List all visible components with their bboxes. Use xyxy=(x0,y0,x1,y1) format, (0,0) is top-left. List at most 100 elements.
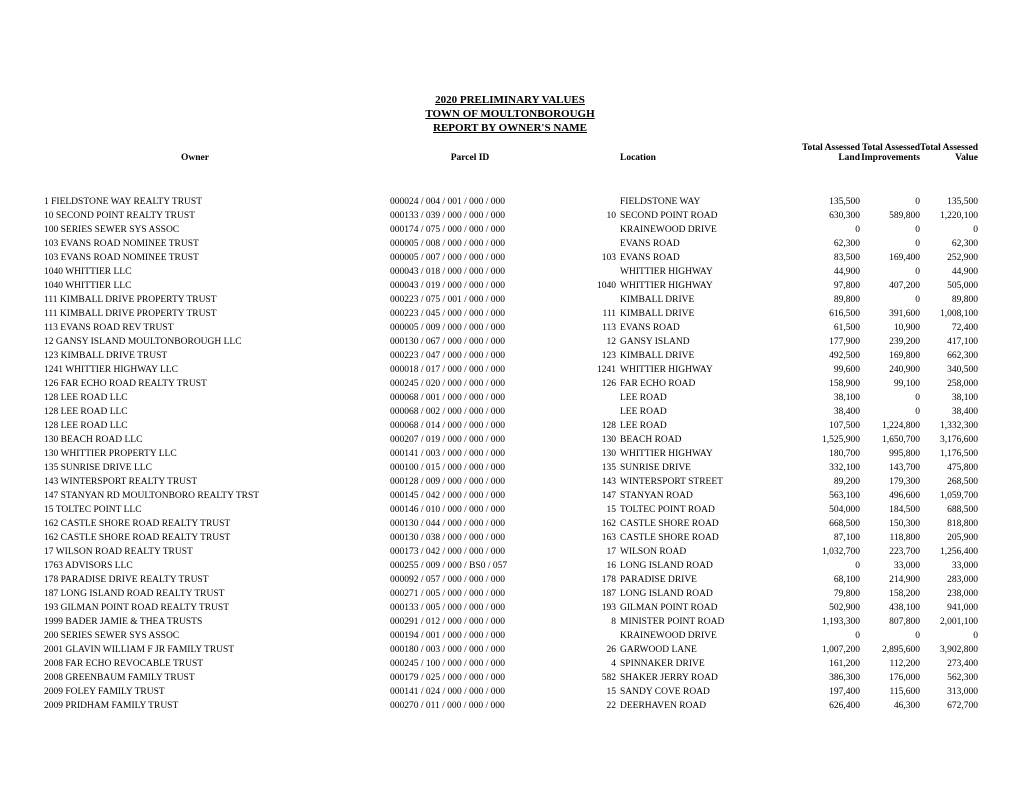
cell-value: 1,176,500 xyxy=(920,447,978,461)
table-row: 178 PARADISE DRIVE REALTY TRUST000092 / … xyxy=(0,573,1020,587)
cell-land: 626,400 xyxy=(780,699,860,713)
cell-parcel: 000145 / 042 / 000 / 000 / 000 xyxy=(390,489,550,503)
cell-owner: 15 TOLTEC POINT LLC xyxy=(0,503,390,517)
cell-locnum: 26 xyxy=(550,643,620,657)
cell-locnum: 193 xyxy=(550,601,620,615)
cell-locname: SHAKER JERRY ROAD xyxy=(620,671,780,685)
cell-locnum: 178 xyxy=(550,573,620,587)
cell-parcel: 000005 / 008 / 000 / 000 / 000 xyxy=(390,237,550,251)
cell-land: 89,800 xyxy=(780,293,860,307)
cell-locname: WHITTIER HIGHWAY xyxy=(620,265,780,279)
table-row: 128 LEE ROAD LLC000068 / 001 / 000 / 000… xyxy=(0,391,1020,405)
cell-value: 44,900 xyxy=(920,265,978,279)
table-row: 126 FAR ECHO ROAD REALTY TRUST000245 / 0… xyxy=(0,377,1020,391)
table-row: 12 GANSY ISLAND MOULTONBOROUGH LLC000130… xyxy=(0,335,1020,349)
cell-impr: 0 xyxy=(860,237,920,251)
cell-parcel: 000245 / 100 / 000 / 000 / 000 xyxy=(390,657,550,671)
cell-owner: 135 SUNRISE DRIVE LLC xyxy=(0,461,390,475)
table-row: 113 EVANS ROAD REV TRUST000005 / 009 / 0… xyxy=(0,321,1020,335)
cell-owner: 1999 BADER JAMIE & THEA TRUSTS xyxy=(0,615,390,629)
cell-locname: CASTLE SHORE ROAD xyxy=(620,531,780,545)
table-row: 128 LEE ROAD LLC000068 / 002 / 000 / 000… xyxy=(0,405,1020,419)
cell-locname: SECOND POINT ROAD xyxy=(620,209,780,223)
report-table-body: 1 FIELDSTONE WAY REALTY TRUST000024 / 00… xyxy=(0,195,1020,713)
table-row: 1040 WHITTIER LLC000043 / 018 / 000 / 00… xyxy=(0,265,1020,279)
cell-land: 0 xyxy=(780,559,860,573)
cell-impr: 0 xyxy=(860,405,920,419)
cell-impr: 150,300 xyxy=(860,517,920,531)
cell-value: 89,800 xyxy=(920,293,978,307)
cell-impr: 407,200 xyxy=(860,279,920,293)
cell-impr: 589,800 xyxy=(860,209,920,223)
cell-owner: 1040 WHITTIER LLC xyxy=(0,279,390,293)
cell-land: 197,400 xyxy=(780,685,860,699)
cell-parcel: 000291 / 012 / 000 / 000 / 000 xyxy=(390,615,550,629)
cell-parcel: 000024 / 004 / 001 / 000 / 000 xyxy=(390,195,550,209)
table-row: 2008 GREENBAUM FAMILY TRUST000179 / 025 … xyxy=(0,671,1020,685)
cell-locname: KRAINEWOOD DRIVE xyxy=(620,629,780,643)
cell-parcel: 000068 / 001 / 000 / 000 / 000 xyxy=(390,391,550,405)
cell-locname: EVANS ROAD xyxy=(620,321,780,335)
table-row: 123 KIMBALL DRIVE TRUST000223 / 047 / 00… xyxy=(0,349,1020,363)
cell-impr: 112,200 xyxy=(860,657,920,671)
cell-impr: 807,800 xyxy=(860,615,920,629)
cell-locnum: 12 xyxy=(550,335,620,349)
table-row: 130 BEACH ROAD LLC000207 / 019 / 000 / 0… xyxy=(0,433,1020,447)
cell-land: 161,200 xyxy=(780,657,860,671)
cell-locnum: 8 xyxy=(550,615,620,629)
table-row: 143 WINTERSPORT REALTY TRUST000128 / 009… xyxy=(0,475,1020,489)
cell-parcel: 000092 / 057 / 000 / 000 / 000 xyxy=(390,573,550,587)
cell-owner: 162 CASTLE SHORE ROAD REALTY TRUST xyxy=(0,517,390,531)
cell-value: 1,256,400 xyxy=(920,545,978,559)
cell-locnum: 123 xyxy=(550,349,620,363)
cell-owner: 1 FIELDSTONE WAY REALTY TRUST xyxy=(0,195,390,209)
header-line-2: TOWN OF MOULTONBOROUGH xyxy=(0,108,1020,122)
table-row: 162 CASTLE SHORE ROAD REALTY TRUST000130… xyxy=(0,517,1020,531)
cell-locname: GANSY ISLAND xyxy=(620,335,780,349)
table-row: 128 LEE ROAD LLC000068 / 014 / 000 / 000… xyxy=(0,419,1020,433)
cell-locname: LEE ROAD xyxy=(620,391,780,405)
cell-value: 1,059,700 xyxy=(920,489,978,503)
cell-impr: 115,600 xyxy=(860,685,920,699)
table-row: 10 SECOND POINT REALTY TRUST000133 / 039… xyxy=(0,209,1020,223)
cell-locnum: 162 xyxy=(550,517,620,531)
cell-value: 475,800 xyxy=(920,461,978,475)
cell-locnum: 582 xyxy=(550,671,620,685)
cell-land: 1,007,200 xyxy=(780,643,860,657)
table-row: 2001 GLAVIN WILLIAM F JR FAMILY TRUST000… xyxy=(0,643,1020,657)
cell-impr: 158,200 xyxy=(860,587,920,601)
column-headers: Total Assessed Total Assessed Total Asse… xyxy=(0,143,1020,163)
cell-impr: 2,895,600 xyxy=(860,643,920,657)
cell-locname: EVANS ROAD xyxy=(620,251,780,265)
table-row: 135 SUNRISE DRIVE LLC000100 / 015 / 000 … xyxy=(0,461,1020,475)
cell-locname: WINTERSPORT STREET xyxy=(620,475,780,489)
table-row: 162 CASTLE SHORE ROAD REALTY TRUST000130… xyxy=(0,531,1020,545)
cell-impr: 169,800 xyxy=(860,349,920,363)
cell-owner: 2008 GREENBAUM FAMILY TRUST xyxy=(0,671,390,685)
cell-owner: 147 STANYAN RD MOULTONBORO REALTY TRST xyxy=(0,489,390,503)
table-row: 2009 PRIDHAM FAMILY TRUST000270 / 011 / … xyxy=(0,699,1020,713)
cell-impr: 391,600 xyxy=(860,307,920,321)
cell-land: 135,500 xyxy=(780,195,860,209)
table-row: 111 KIMBALL DRIVE PROPERTY TRUST000223 /… xyxy=(0,293,1020,307)
table-row: 2009 FOLEY FAMILY TRUST000141 / 024 / 00… xyxy=(0,685,1020,699)
cell-locnum: 111 xyxy=(550,307,620,321)
cell-locname: KIMBALL DRIVE xyxy=(620,293,780,307)
cell-value: 0 xyxy=(920,629,978,643)
cell-owner: 12 GANSY ISLAND MOULTONBOROUGH LLC xyxy=(0,335,390,349)
cell-land: 504,000 xyxy=(780,503,860,517)
col-location: Location xyxy=(620,153,780,163)
cell-value: 33,000 xyxy=(920,559,978,573)
cell-locname: KIMBALL DRIVE xyxy=(620,307,780,321)
cell-value: 688,500 xyxy=(920,503,978,517)
cell-land: 1,193,300 xyxy=(780,615,860,629)
cell-owner: 2001 GLAVIN WILLIAM F JR FAMILY TRUST xyxy=(0,643,390,657)
cell-locnum: 17 xyxy=(550,545,620,559)
cell-parcel: 000180 / 003 / 000 / 000 / 000 xyxy=(390,643,550,657)
cell-impr: 214,900 xyxy=(860,573,920,587)
col-value: Value xyxy=(920,153,978,163)
cell-owner: 1040 WHITTIER LLC xyxy=(0,265,390,279)
cell-locnum: 143 xyxy=(550,475,620,489)
cell-locname: WHITTIER HIGHWAY xyxy=(620,363,780,377)
cell-locname: CASTLE SHORE ROAD xyxy=(620,517,780,531)
